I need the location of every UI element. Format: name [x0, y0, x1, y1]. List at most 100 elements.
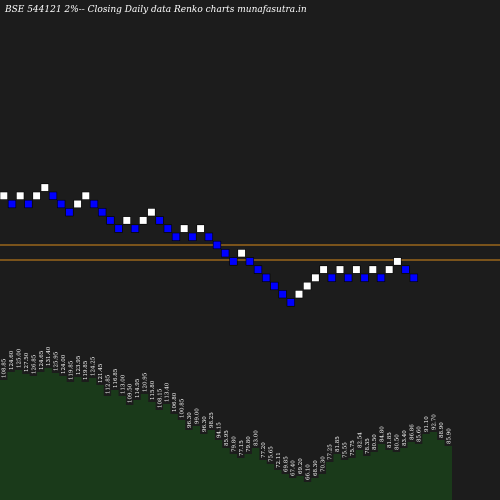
renko-brick-up	[393, 257, 402, 266]
price-label: 69.20	[298, 458, 304, 474]
renko-brick-down	[401, 265, 410, 274]
price-label: 96.30	[202, 416, 208, 432]
renko-brick-down	[344, 273, 353, 282]
renko-brick-down	[7, 199, 17, 209]
price-label: 113.40	[165, 382, 171, 402]
price-label: 91.10	[424, 416, 430, 432]
renko-brick-down	[204, 232, 213, 241]
price-label: 125.95	[54, 351, 60, 371]
price-label: 80.50	[394, 434, 400, 450]
renko-brick-up	[147, 208, 156, 217]
renko-brick-down	[130, 224, 140, 233]
renko-brick-up	[335, 265, 345, 274]
volume-area	[0, 368, 452, 500]
renko-brick-down	[286, 298, 295, 307]
price-label: 120.95	[142, 372, 148, 392]
price-label: 83.00	[254, 430, 260, 446]
volume-area-shape	[0, 368, 452, 500]
price-label: 125.00	[17, 348, 23, 368]
renko-brick-down	[89, 199, 99, 209]
renko-brick-down	[163, 224, 172, 233]
price-label: 85.60	[417, 426, 423, 442]
price-label: 99.00	[194, 408, 200, 424]
price-label: 69.85	[283, 456, 289, 472]
renko-brick-up	[385, 265, 394, 274]
price-label: 131.40	[46, 346, 52, 366]
price-label: 98.25	[209, 412, 215, 428]
price-labels: 108.85 124.60 125.00 127.50 126.85 124.65 131.…	[2, 346, 453, 480]
chart-title: BSE 544121 2%-- Closing Daily data Renko…	[4, 5, 307, 15]
price-label: 121.45	[98, 363, 104, 383]
price-label: 119.85	[68, 360, 74, 380]
price-label: 116.85	[113, 368, 119, 388]
price-label: 96.30	[187, 412, 193, 428]
price-label: 72.11	[276, 452, 282, 468]
renko-brick-down	[327, 273, 336, 282]
renko-brick-up	[294, 290, 304, 299]
renko-brick-up	[40, 183, 49, 192]
price-label: 77.15	[239, 440, 245, 456]
price-label: 124.60	[9, 350, 15, 370]
price-label: 108.85	[2, 358, 8, 378]
renko-brick-down	[171, 232, 181, 241]
renko-brick-down	[270, 281, 279, 291]
renko-brick-down	[376, 273, 386, 282]
renko-brick-up	[180, 224, 189, 233]
renko-brick-down	[229, 257, 238, 266]
renko-brick-down	[65, 208, 74, 217]
renko-brick-up	[368, 265, 377, 274]
price-label: 106.80	[172, 392, 178, 412]
renko-brick-down	[221, 249, 230, 258]
price-label: 82.54	[357, 432, 363, 448]
price-label: 124.65	[39, 350, 45, 370]
renko-brick-down	[360, 273, 369, 282]
price-label: 124.00	[61, 354, 67, 374]
renko-brick-up	[237, 249, 246, 258]
renko-brick-up	[0, 191, 8, 200]
renko-brick-down	[409, 273, 418, 282]
price-label: 85.90	[446, 428, 452, 444]
price-label: 67.40	[291, 460, 297, 476]
renko-brick-down	[212, 240, 222, 250]
renko-brick-down	[245, 257, 254, 266]
price-label: 108.15	[157, 388, 163, 408]
price-label: 81.85	[335, 436, 341, 452]
price-label: 126.85	[31, 354, 37, 374]
price-label: 70.30	[320, 456, 326, 472]
renko-brick-up	[81, 191, 90, 200]
renko-brick-up	[311, 273, 320, 282]
price-label: 124.25	[91, 356, 97, 376]
price-label: 78.35	[365, 438, 371, 454]
renko-brick-down	[48, 191, 58, 200]
price-label: 68.30	[313, 460, 319, 476]
renko-brick-up	[32, 191, 41, 200]
renko-brick-up	[16, 191, 25, 200]
renko-brick-down	[262, 273, 271, 282]
renko-brick-down	[106, 216, 115, 225]
price-label: 80.50	[372, 434, 378, 450]
renko-brick-up	[139, 216, 148, 225]
renko-brick-up	[122, 216, 131, 225]
price-label: 113.00	[120, 374, 126, 394]
price-label: 123.95	[76, 355, 82, 375]
renko-bricks	[0, 183, 418, 307]
price-label: 86.86	[409, 424, 415, 440]
renko-brick-up	[303, 281, 312, 291]
price-label: 100.85	[180, 398, 186, 418]
price-label: 92.70	[431, 414, 437, 430]
price-label: 115.80	[150, 380, 156, 400]
price-label: 81.85	[387, 432, 393, 448]
renko-brick-up	[319, 265, 328, 274]
renko-brick-down	[114, 224, 123, 233]
renko-brick-up	[196, 224, 205, 233]
price-label: 85.95	[224, 430, 230, 446]
price-label: 79.80	[246, 436, 252, 452]
renko-brick-down	[24, 199, 33, 209]
price-label: 77.25	[328, 444, 334, 460]
renko-brick-down	[278, 290, 287, 299]
renko-brick-up	[352, 265, 361, 274]
price-label: 88.90	[439, 422, 445, 438]
renko-brick-up	[73, 199, 82, 209]
renko-brick-down	[98, 208, 107, 217]
